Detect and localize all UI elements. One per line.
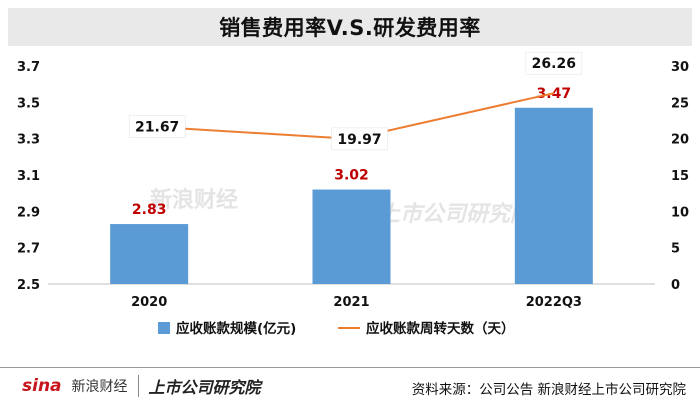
chart-svg: 2.5 2.7 2.9 3.1 3.3 3.5 3.7 0 5 10 15 20 25 30 2.83 3.0… <box>17 51 689 337</box>
sina-logo: sina <box>22 376 62 396</box>
sina-cn-name: 新浪财经 <box>71 379 128 395</box>
y-left-tick-label: 3.1 <box>17 169 40 184</box>
x-tick-label: 2020 <box>131 295 167 310</box>
legend-label-line: 应收账款周转天数（天） <box>366 320 515 337</box>
footer-separator <box>137 375 139 397</box>
bar <box>110 224 189 284</box>
line-label-box <box>128 115 186 138</box>
x-tick-label: 2021 <box>333 295 369 310</box>
x-tick-label: 2022Q3 <box>526 295 582 310</box>
title-bar: 销售费用率V.S.研发费用率 <box>8 8 692 46</box>
bar-data-label: 3.02 <box>334 168 369 184</box>
bar <box>514 107 593 285</box>
legend-label-bar: 应收账款规模(亿元) <box>176 320 296 337</box>
line-label-box <box>525 51 583 75</box>
y-left-tick-label: 3.3 <box>17 133 40 148</box>
y-right-tick-label: 25 <box>671 96 689 111</box>
y-right-tick-label: 15 <box>671 169 689 184</box>
line-data-label: 19.97 <box>337 132 381 148</box>
footer-brand: sina 新浪财经 上市公司研究院 <box>22 374 261 398</box>
line-data-label: 21.67 <box>135 120 179 136</box>
y-left-tick-label: 3.5 <box>17 96 40 111</box>
watermark-left: 新浪财经 <box>150 188 239 213</box>
line-label-box <box>331 127 388 151</box>
legend-swatch-bar <box>158 322 170 334</box>
y-right-tick-label: 5 <box>671 242 680 257</box>
y-right-tick-label: 20 <box>671 133 689 148</box>
watermark-right: 上市公司研究院 <box>378 202 533 227</box>
line-data-label: 26.26 <box>532 56 576 72</box>
y-left-tick-label: 2.7 <box>17 242 40 257</box>
y-right-tick-label: 0 <box>671 278 680 293</box>
chart-title: 销售费用率V.S.研发费用率 <box>219 16 481 40</box>
y-right-tick-label: 30 <box>671 60 689 75</box>
bar-data-label: 2.83 <box>132 202 167 218</box>
source-note: 资料来源：公司公告 新浪财经上市公司研究院 <box>411 382 686 398</box>
y-left-tick-label: 2.5 <box>17 278 40 293</box>
bar <box>312 189 391 284</box>
footer-divider <box>0 367 700 368</box>
y-right-tick-label: 10 <box>671 205 689 220</box>
y-left-tick-label: 3.7 <box>17 60 40 75</box>
institute-logo: 上市公司研究院 <box>148 378 261 397</box>
y-left-tick-label: 2.9 <box>17 205 40 220</box>
